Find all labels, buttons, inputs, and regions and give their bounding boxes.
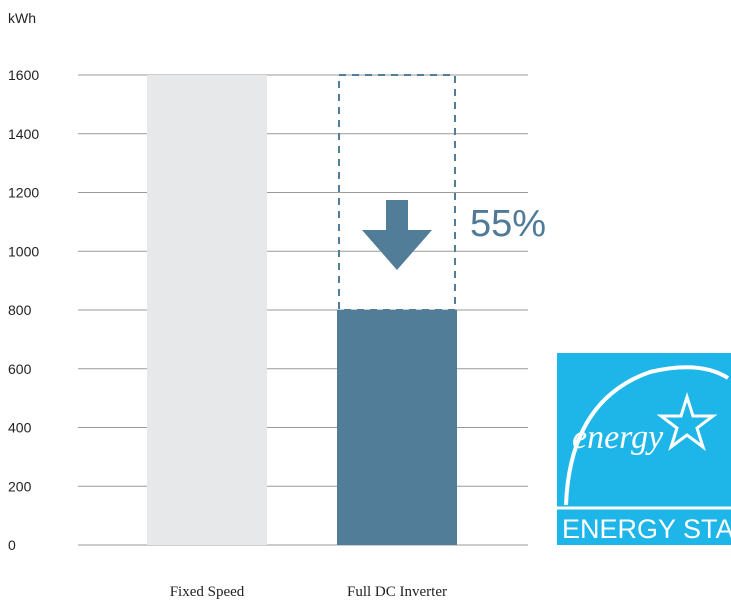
reduction-percent-label: 55% — [470, 203, 546, 245]
grid-lines — [78, 74, 528, 546]
x-tick-label: Fixed Speed — [170, 584, 245, 600]
x-tick-label: Full DC Inverter — [347, 584, 447, 600]
y-tick-label: 1400 — [8, 126, 39, 142]
y-tick-label: 800 — [8, 302, 32, 318]
y-tick-label: 1000 — [8, 243, 39, 259]
reference-dashed-outline — [338, 74, 456, 311]
bar-fixed-speed — [147, 75, 267, 545]
y-axis-unit-label: kWh — [8, 10, 36, 26]
reduction-annotation: 55% — [362, 200, 546, 270]
y-tick-label: 1200 — [8, 185, 39, 201]
y-tick-label: 400 — [8, 420, 32, 436]
y-tick-label: 1600 — [8, 67, 39, 83]
x-tick-labels: Fixed Speed Full DC Inverter — [170, 584, 447, 600]
bar-full-dc-inverter — [337, 310, 457, 545]
energy-star-logo: energy ENERGY STAR — [557, 353, 731, 545]
y-tick-label: 600 — [8, 361, 32, 377]
energy-star-label: ENERGY STAR — [562, 514, 731, 544]
energy-script-logo: energy — [572, 419, 664, 456]
star-icon — [656, 392, 718, 452]
y-tick-label: 200 — [8, 478, 32, 494]
y-tick-label: 0 — [8, 537, 16, 553]
y-tick-labels: 0 200 400 600 800 1000 1200 1400 1600 — [8, 67, 39, 553]
down-arrow-icon — [362, 200, 432, 270]
bars — [147, 74, 457, 545]
